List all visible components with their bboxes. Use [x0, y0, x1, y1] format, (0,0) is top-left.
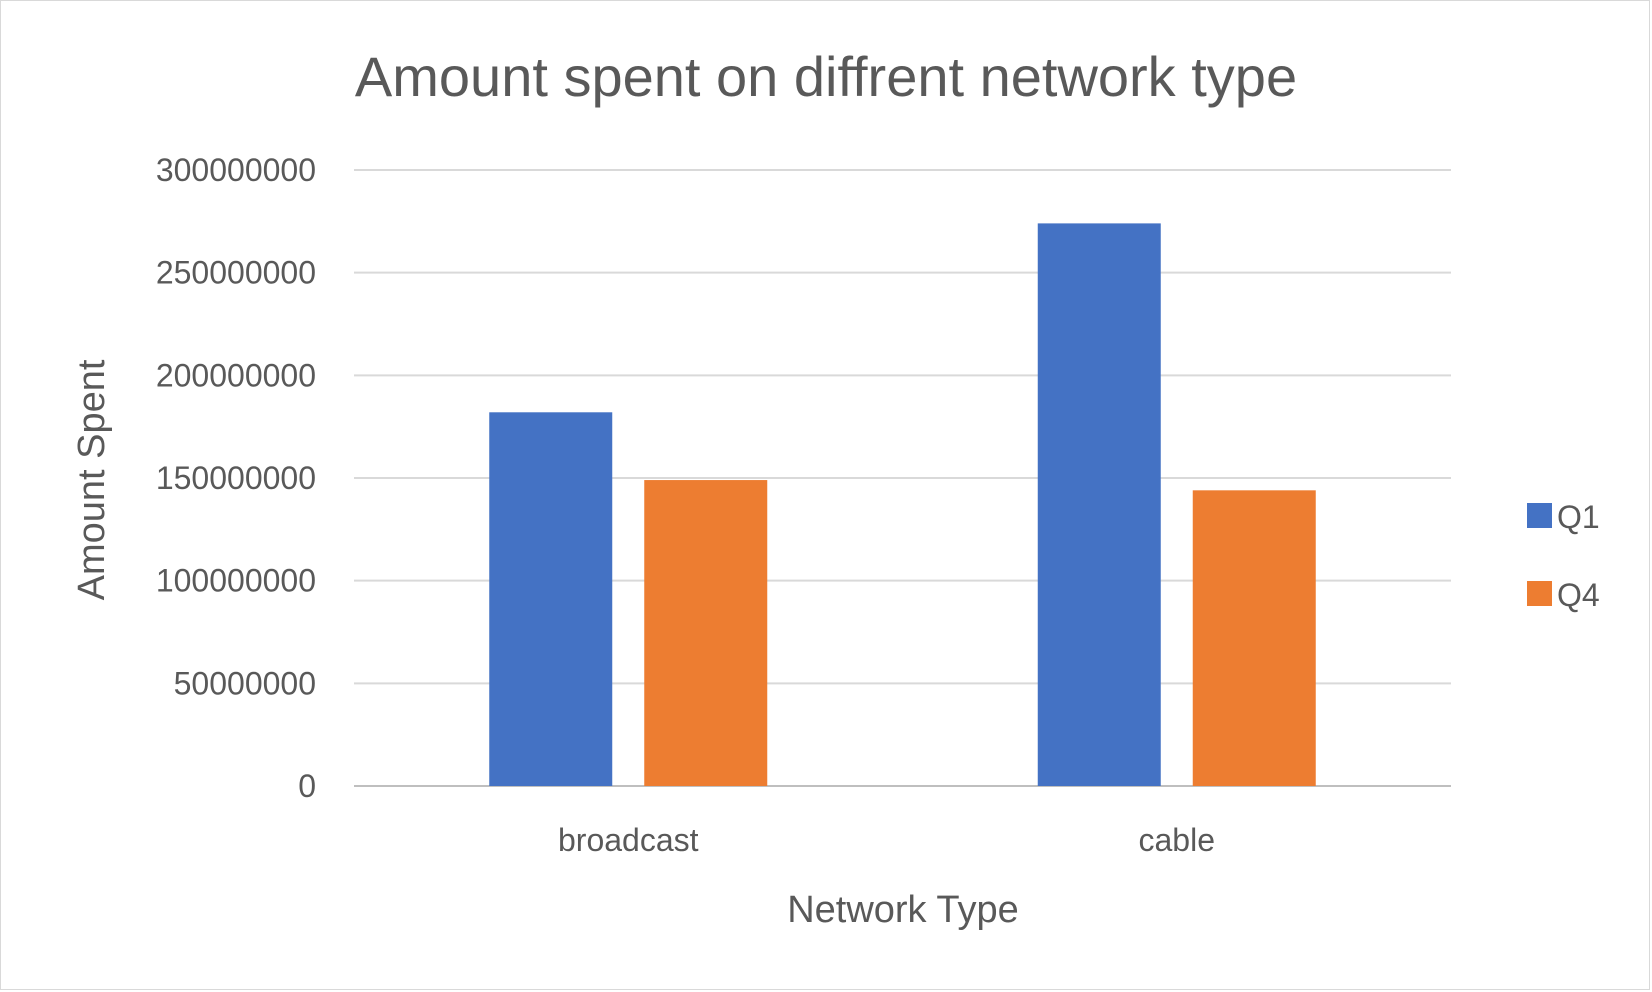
- y-tick-label: 50000000: [174, 665, 316, 701]
- x-axis-title: Network Type: [787, 889, 1019, 931]
- y-tick-label: 100000000: [156, 563, 316, 599]
- x-tick-label: cable: [1139, 822, 1216, 858]
- y-axis-title: Amount Spent: [71, 359, 113, 600]
- y-tick-label: 300000000: [156, 152, 316, 188]
- y-axis-ticks: 0 50000000 100000000 150000000 200000000 2500…: [156, 152, 316, 804]
- y-tick-label: 150000000: [156, 460, 316, 496]
- bar-q4-broadcast: [644, 480, 768, 786]
- legend-swatch-q4: [1527, 581, 1552, 606]
- x-tick-label: broadcast: [558, 822, 699, 858]
- legend-swatch-q1: [1527, 503, 1552, 528]
- bar-q1-broadcast: [489, 412, 613, 786]
- bar-q1-cable: [1037, 223, 1161, 787]
- bar-q4-cable: [1192, 490, 1316, 786]
- legend: Q1 Q4: [1527, 499, 1600, 613]
- chart-title: Amount spent on diffrent network type: [355, 45, 1297, 108]
- bars: [489, 223, 1316, 787]
- y-tick-label: 0: [298, 768, 316, 804]
- legend-label-q1: Q1: [1557, 499, 1600, 535]
- y-tick-label: 250000000: [156, 255, 316, 291]
- x-axis-ticks: broadcast cable: [558, 822, 1215, 858]
- y-tick-label: 200000000: [156, 357, 316, 393]
- legend-label-q4: Q4: [1557, 577, 1600, 613]
